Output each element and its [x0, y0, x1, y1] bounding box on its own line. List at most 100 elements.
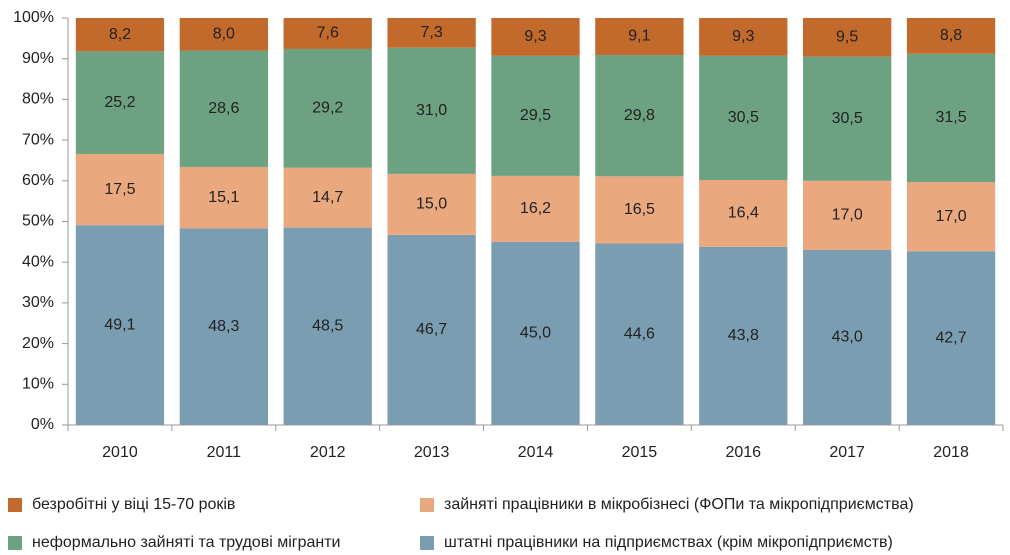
data-label: 16,4 [728, 205, 759, 222]
bar-segment [906, 53, 996, 183]
y-tick-label: 50% [22, 213, 54, 230]
legend-swatch [8, 498, 22, 512]
bar-segment [906, 251, 996, 425]
bar-segment [75, 225, 165, 425]
bar-segment [491, 241, 580, 425]
bar-segment [699, 179, 788, 247]
data-label: 28,6 [208, 100, 239, 117]
y-tick-label: 60% [22, 172, 54, 189]
y-tick-label: 20% [22, 335, 54, 352]
data-label: 29,8 [624, 107, 655, 124]
data-label: 25,2 [104, 94, 135, 111]
x-tick-label: 2017 [829, 444, 865, 461]
x-tick-label: 2013 [414, 444, 450, 461]
bar-segment [283, 18, 372, 49]
bar-segment [906, 18, 996, 54]
bar-segment [491, 55, 580, 176]
legend-label: зайняті працівники в мікробізнесі (ФОПи … [444, 496, 914, 513]
bar-segment [595, 243, 684, 425]
bar-segment [387, 173, 476, 235]
legend-swatch [420, 536, 434, 550]
legend-label: безробітні у віці 15-70 років [32, 496, 235, 513]
x-tick-label: 2011 [207, 444, 242, 461]
x-tick-label: 2016 [725, 444, 761, 461]
y-tick-label: 100% [13, 9, 54, 26]
data-label: 9,3 [732, 28, 754, 45]
y-tick-label: 0% [31, 416, 54, 433]
data-label: 15,0 [416, 196, 447, 213]
data-label: 49,1 [104, 316, 135, 333]
bar-segment [803, 180, 892, 250]
bar-segment [283, 48, 372, 168]
data-label: 48,5 [312, 318, 343, 335]
bar-segment [803, 56, 892, 181]
bar-segment [179, 50, 268, 167]
y-tick-label: 80% [22, 91, 54, 108]
data-label: 16,5 [624, 201, 655, 218]
x-tick-label: 2010 [102, 444, 138, 461]
data-label: 7,3 [420, 24, 442, 41]
legend-swatch [420, 498, 434, 512]
data-label: 30,5 [832, 110, 863, 127]
bar-segment [179, 228, 268, 425]
bar-segment [595, 176, 684, 244]
data-label: 31,0 [416, 102, 447, 119]
data-label: 29,2 [312, 100, 343, 117]
bar-segment [491, 18, 580, 56]
data-label: 48,3 [208, 318, 239, 335]
data-label: 44,6 [624, 325, 655, 342]
bar-segment [906, 182, 996, 252]
bar-segment [595, 55, 684, 177]
data-label: 42,7 [935, 329, 966, 346]
data-label: 15,1 [208, 189, 239, 206]
bar-segment [699, 55, 788, 180]
data-label: 17,0 [935, 208, 966, 225]
bar-segment [75, 51, 165, 154]
data-label: 46,7 [416, 321, 447, 338]
data-label: 9,3 [524, 28, 546, 45]
data-label: 8,0 [213, 25, 235, 42]
y-tick-label: 30% [22, 294, 54, 311]
data-label: 16,2 [520, 200, 551, 217]
bar-segment [803, 249, 892, 425]
data-label: 8,2 [109, 26, 131, 43]
data-label: 43,0 [832, 329, 863, 346]
bar-segment [803, 18, 892, 57]
bar-segment [283, 167, 372, 228]
legend-label: неформально зайняті та трудові мігранти [32, 534, 340, 551]
bar-segment [179, 166, 268, 229]
bar-segment [491, 175, 580, 242]
bar-segment [699, 18, 788, 56]
data-label: 31,5 [935, 109, 966, 126]
x-tick-label: 2014 [518, 444, 554, 461]
data-label: 9,5 [836, 29, 858, 46]
y-tick-label: 10% [22, 376, 54, 393]
y-tick-label: 40% [22, 253, 54, 270]
bar-segment [699, 246, 788, 425]
legend-label: штатні працівники на підприємствах (крім… [444, 534, 893, 551]
data-label: 7,6 [317, 25, 339, 42]
data-label: 17,5 [104, 181, 135, 198]
y-tick-label: 70% [22, 131, 54, 148]
data-label: 17,0 [832, 207, 863, 224]
bar-segment [595, 18, 684, 56]
bar-segment [179, 18, 268, 51]
data-label: 9,1 [628, 28, 650, 45]
bar-segment [387, 18, 476, 48]
legend-swatch [8, 536, 22, 550]
y-tick-label: 90% [22, 50, 54, 67]
data-label: 43,8 [728, 327, 759, 344]
data-label: 45,0 [520, 325, 551, 342]
data-label: 14,7 [312, 189, 343, 206]
x-tick-label: 2012 [310, 444, 346, 461]
bar-segment [75, 153, 165, 226]
data-label: 30,5 [728, 109, 759, 126]
bar-segment [75, 18, 165, 52]
bar-segment [387, 234, 476, 425]
data-label: 8,8 [940, 27, 962, 44]
x-tick-label: 2018 [933, 444, 969, 461]
bar-segment [283, 227, 372, 425]
bar-segment [387, 47, 476, 174]
